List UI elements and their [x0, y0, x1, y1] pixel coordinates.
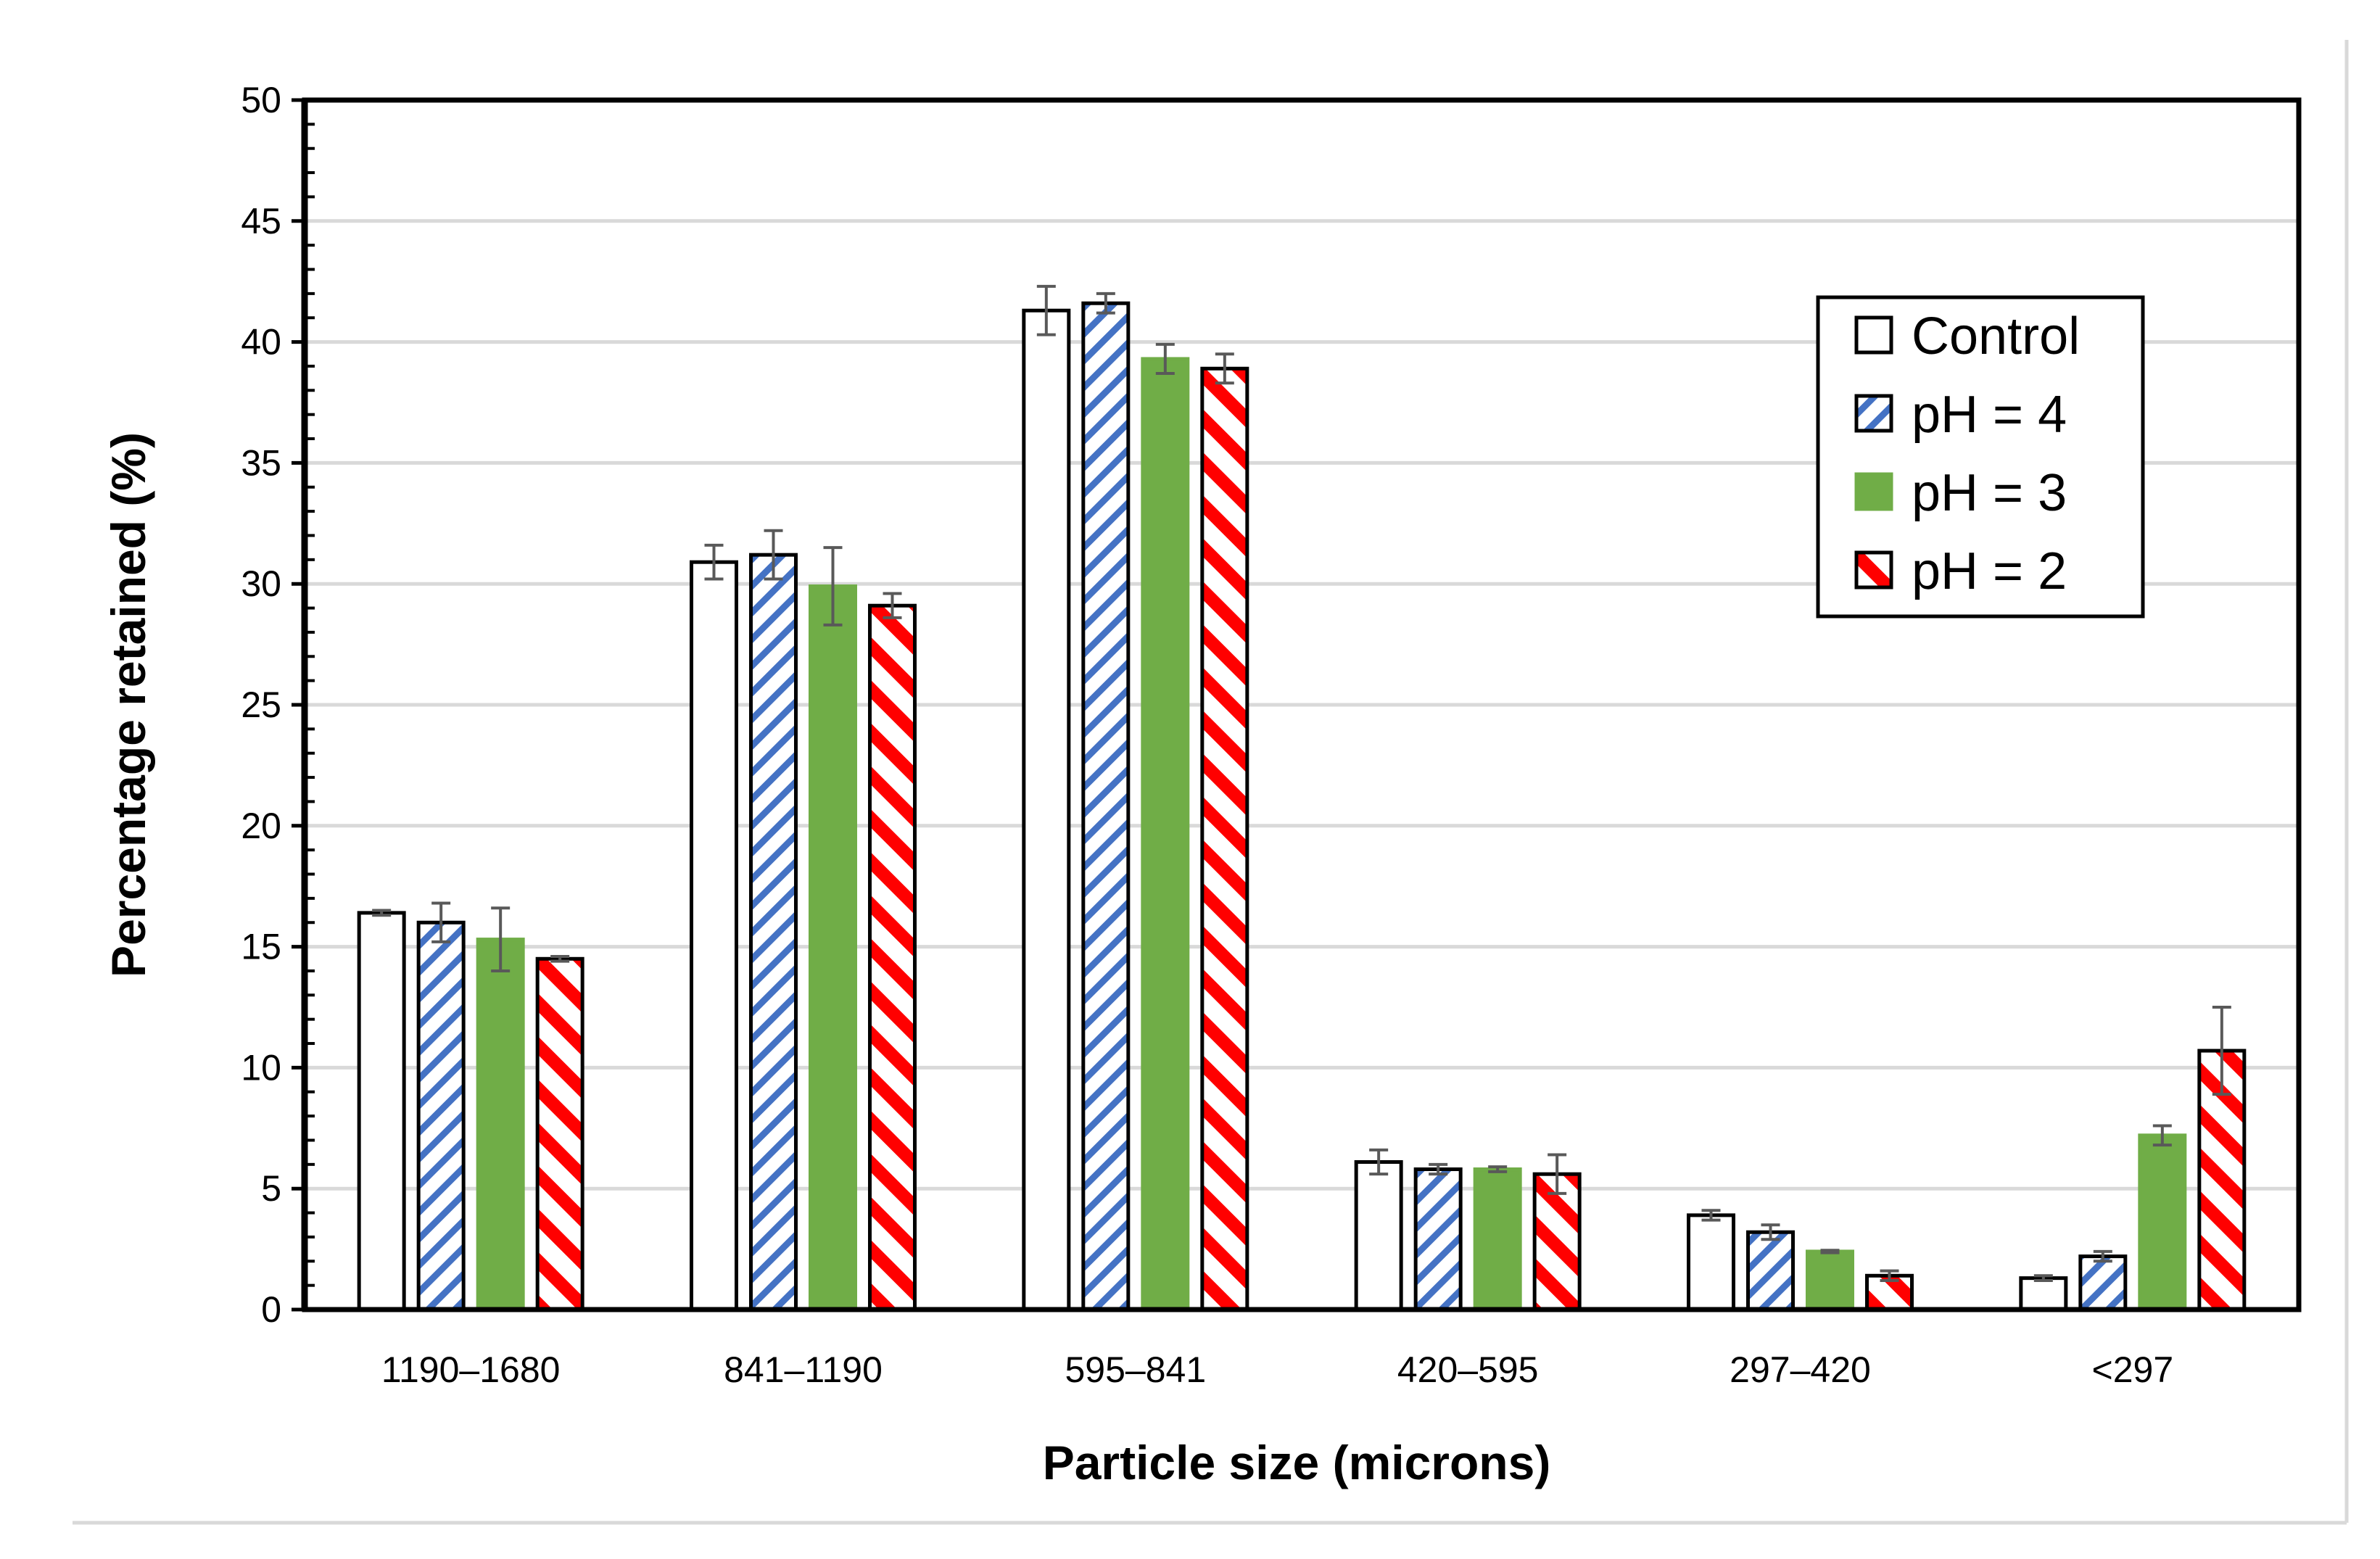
error-bar-ph-3-297-420	[1820, 1249, 1840, 1254]
error-bar-ph-3-841-1190	[823, 546, 843, 627]
x-tick-label: 420–595	[1397, 1349, 1539, 1390]
error-bar-ph-2-595-841	[1215, 352, 1234, 385]
bar-ph-4-297-420	[1746, 1230, 1795, 1312]
bar-ph-4-595-841	[1081, 301, 1131, 1312]
y-tick-label: 5	[261, 1168, 281, 1209]
error-bar-ph-2-297	[2212, 1006, 2231, 1096]
legend-swatch-ph-3	[1854, 472, 1893, 511]
y-tick-label: 20	[241, 806, 281, 846]
y-tick-label: 10	[241, 1047, 281, 1088]
x-axis-ticks: 1190–1680 841–1190 595–841 420–595 297–420 <2…	[381, 1349, 2173, 1390]
bar-ph-4-420-595	[1413, 1167, 1463, 1312]
bar-ph-4-297	[2078, 1254, 2128, 1312]
x-tick-label: <297	[2092, 1349, 2174, 1390]
bar-ph-2-595-841	[1200, 366, 1249, 1312]
gridlines	[305, 98, 2299, 1191]
x-tick-label: 1190–1680	[381, 1349, 561, 1390]
error-bar-ph-4-297-420	[1761, 1223, 1780, 1241]
x-axis-title: Particle size (microns)	[1043, 1436, 1551, 1489]
error-bar-ph-3-297	[2152, 1124, 2172, 1147]
legend-swatch-ph-4	[1854, 394, 1893, 433]
bar-ph-3-595-841	[1141, 357, 1190, 1312]
bar-ph-4-1190-1680	[416, 920, 466, 1312]
y-tick-label: 30	[241, 563, 281, 604]
error-bar-ph-4-841-1190	[764, 529, 783, 581]
y-tick-label: 25	[241, 685, 281, 725]
bar-control-297-420	[1687, 1213, 1735, 1312]
error-bar-control-420-595	[1369, 1148, 1389, 1176]
error-bar-control-595-841	[1036, 284, 1056, 336]
error-bar-ph-2-297-420	[1880, 1269, 1899, 1282]
legend-swatch-control	[1854, 315, 1893, 355]
bar-ph-2-841-1190	[868, 603, 917, 1312]
legend-label-ph-3: pH = 3	[1912, 464, 2067, 522]
bar-ph-3-841-1190	[809, 584, 857, 1312]
bars-group	[357, 301, 2247, 1312]
y-tick-label: 40	[241, 322, 281, 363]
x-tick-label: 297–420	[1730, 1349, 1871, 1390]
error-bar-control-841-1190	[704, 543, 724, 581]
y-axis-title: Percentage retained (%)	[102, 432, 155, 977]
error-bar-control-297-420	[1701, 1209, 1721, 1222]
bar-control-595-841	[1022, 308, 1071, 1312]
error-bar-ph-4-420-595	[1429, 1162, 1448, 1176]
error-bar-ph-3-420-595	[1488, 1165, 1508, 1173]
error-bar-control-1190-1680	[372, 909, 392, 917]
legend-swatch-ph-2	[1854, 550, 1893, 590]
bar-ph-3-420-595	[1473, 1167, 1522, 1312]
x-tick-label: 595–841	[1065, 1349, 1207, 1390]
bar-control-420-595	[1354, 1160, 1403, 1312]
error-bar-ph-2-420-595	[1548, 1153, 1567, 1195]
y-tick-label: 0	[261, 1289, 281, 1330]
y-axis-ticks: 0 5 10 15 20 25 30 35 40 45 50	[241, 80, 315, 1330]
legend-label-control: Control	[1912, 307, 2080, 365]
error-bars-group	[372, 284, 2231, 1282]
x-tick-label: 841–1190	[724, 1349, 883, 1390]
y-tick-label: 45	[241, 201, 281, 241]
error-bar-ph-4-1190-1680	[431, 901, 451, 943]
y-tick-label: 35	[241, 442, 281, 483]
error-bar-control-297	[2033, 1274, 2053, 1282]
bar-control-1190-1680	[357, 911, 406, 1312]
bar-ph-3-297	[2138, 1133, 2187, 1312]
bar-ph-4-841-1190	[749, 553, 798, 1312]
y-tick-label: 15	[241, 927, 281, 967]
legend-label-ph-4: pH = 4	[1912, 386, 2067, 444]
error-bar-ph-3-1190-1680	[491, 906, 511, 972]
error-bar-ph-2-1190-1680	[550, 954, 570, 963]
legend-label-ph-2: pH = 2	[1912, 542, 2067, 600]
error-bar-ph-3-595-841	[1155, 342, 1175, 375]
legend: Control pH = 4 pH = 3 pH = 2	[1816, 295, 2145, 619]
bar-control-297	[2019, 1276, 2068, 1312]
error-bar-ph-2-841-1190	[883, 592, 902, 619]
bar-control-841-1190	[690, 560, 738, 1312]
bar-ph-3-297-420	[1806, 1249, 1854, 1312]
error-bar-ph-4-595-841	[1096, 291, 1115, 315]
bar-ph-3-1190-1680	[476, 938, 525, 1312]
y-tick-label: 50	[241, 80, 281, 120]
bar-ph-2-1190-1680	[535, 956, 584, 1312]
error-bar-ph-4-297	[2093, 1249, 2112, 1263]
